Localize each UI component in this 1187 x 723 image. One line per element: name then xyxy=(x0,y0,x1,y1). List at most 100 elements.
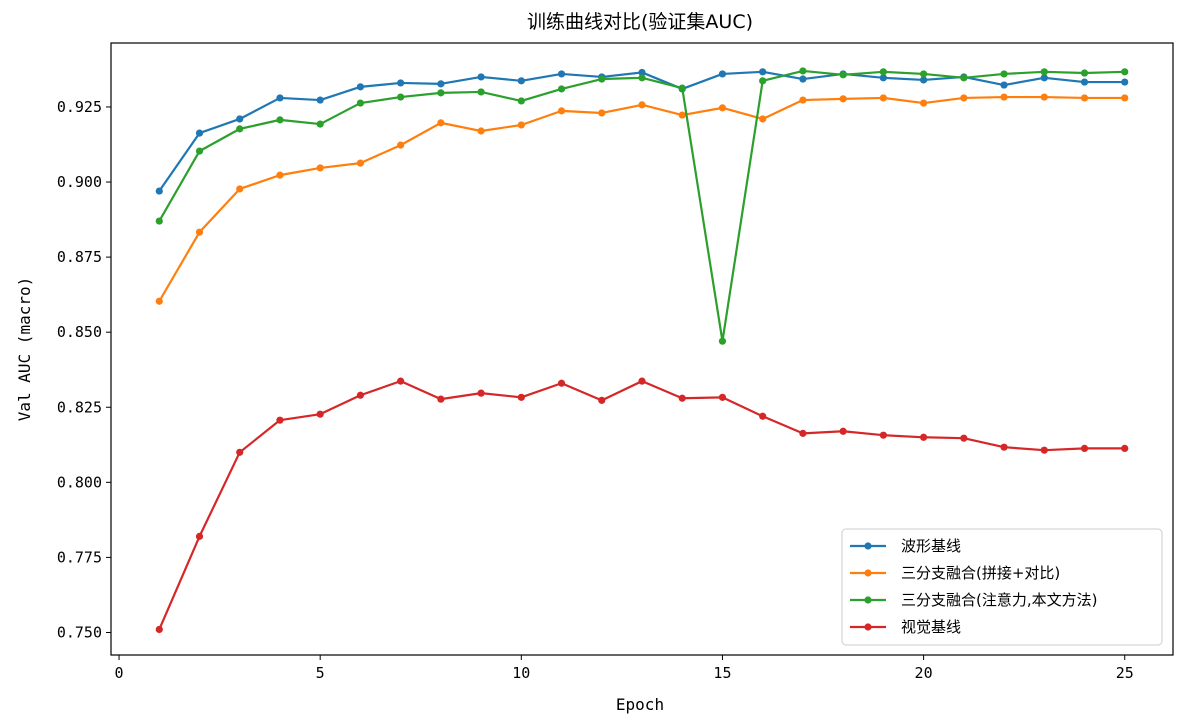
legend-entry: 视觉基线 xyxy=(850,618,961,636)
chart-title: 训练曲线对比(验证集AUC) xyxy=(527,11,753,33)
data-point xyxy=(839,427,847,435)
data-point xyxy=(356,391,365,399)
data-point xyxy=(879,68,887,76)
legend-entry: 三分支融合(注意力,本文方法) xyxy=(850,591,1097,609)
y-tick-label: 0.775 xyxy=(57,548,102,566)
data-point xyxy=(316,120,324,128)
legend-label: 波形基线 xyxy=(901,537,961,555)
data-point xyxy=(1000,81,1008,89)
x-tick-label: 0 xyxy=(115,664,124,682)
data-point xyxy=(397,377,405,385)
series-line xyxy=(158,70,1125,192)
legend-swatch-marker xyxy=(864,569,872,577)
plot-area-frame xyxy=(110,42,1174,656)
data-point xyxy=(155,217,163,225)
data-point xyxy=(1121,94,1129,102)
data-point xyxy=(316,164,324,172)
data-point xyxy=(1080,78,1089,86)
x-tick-label: 15 xyxy=(713,664,731,682)
data-point xyxy=(557,379,566,387)
data-point xyxy=(1121,78,1129,86)
data-point xyxy=(638,101,646,109)
data-point xyxy=(557,85,566,93)
data-point xyxy=(195,532,204,540)
y-tick-label: 0.750 xyxy=(57,623,102,641)
y-tick-label: 0.850 xyxy=(57,323,102,341)
data-point xyxy=(638,377,646,385)
data-point xyxy=(879,74,887,82)
data-point xyxy=(799,429,807,437)
data-point xyxy=(155,187,163,195)
legend-entry: 波形基线 xyxy=(850,537,961,555)
data-point xyxy=(276,416,284,424)
series-line xyxy=(158,69,1125,343)
y-tick-label: 0.800 xyxy=(57,473,102,491)
data-point xyxy=(638,74,646,82)
data-point xyxy=(678,111,686,119)
x-tick-label: 5 xyxy=(316,664,325,682)
data-point xyxy=(397,79,405,87)
data-point xyxy=(1040,93,1048,101)
data-point xyxy=(759,68,767,76)
data-point xyxy=(236,125,244,133)
data-point xyxy=(557,107,566,115)
series-layer xyxy=(155,67,1129,634)
data-point xyxy=(960,74,968,82)
series-2 xyxy=(155,67,1129,345)
data-point xyxy=(195,147,204,155)
data-point xyxy=(276,94,284,102)
series-3 xyxy=(155,377,1129,634)
data-point xyxy=(598,396,606,404)
data-point xyxy=(517,97,525,105)
y-axis-label: Val AUC (macro) xyxy=(15,277,34,422)
data-point xyxy=(236,448,244,456)
data-point xyxy=(557,70,566,78)
data-point xyxy=(1000,93,1008,101)
data-point xyxy=(276,116,284,124)
legend-entry: 三分支融合(拼接+对比) xyxy=(850,564,1060,582)
data-point xyxy=(236,185,244,193)
data-point xyxy=(477,88,485,96)
y-tick-label: 0.925 xyxy=(57,98,102,116)
data-point xyxy=(356,159,365,167)
data-point xyxy=(1000,70,1008,78)
data-point xyxy=(477,73,485,81)
data-point xyxy=(437,395,445,403)
legend-box xyxy=(841,528,1163,646)
data-point xyxy=(718,337,727,345)
data-point xyxy=(638,68,646,77)
data-point xyxy=(718,393,727,401)
legend-label: 三分支融合(注意力,本文方法) xyxy=(901,591,1097,609)
series-0 xyxy=(155,68,1129,195)
data-point xyxy=(678,394,686,402)
data-point xyxy=(960,94,968,102)
data-point xyxy=(879,94,887,102)
series-line xyxy=(158,95,1125,302)
data-point xyxy=(1121,444,1129,452)
data-point xyxy=(397,93,405,101)
data-point xyxy=(919,76,928,84)
data-point xyxy=(356,99,365,107)
data-point xyxy=(759,412,767,420)
data-point xyxy=(839,71,847,79)
data-point xyxy=(718,104,727,112)
legend-swatch-marker xyxy=(864,542,872,550)
data-point xyxy=(799,96,807,104)
data-point xyxy=(316,96,324,104)
data-point xyxy=(678,84,686,92)
data-point xyxy=(1040,74,1048,82)
y-tick-label: 0.825 xyxy=(57,398,102,416)
data-point xyxy=(276,171,284,179)
x-axis-label: Epoch xyxy=(616,695,664,714)
series-1 xyxy=(155,93,1129,305)
data-point xyxy=(919,433,928,441)
data-point xyxy=(356,83,365,91)
data-point xyxy=(517,77,525,85)
data-point xyxy=(195,129,204,137)
data-point xyxy=(759,77,767,85)
x-tick-label: 25 xyxy=(1116,664,1134,682)
x-axis: 0 5 10 15 20 25 xyxy=(115,655,1134,682)
data-point xyxy=(1121,68,1129,76)
data-point xyxy=(477,127,485,135)
data-point xyxy=(155,625,163,634)
